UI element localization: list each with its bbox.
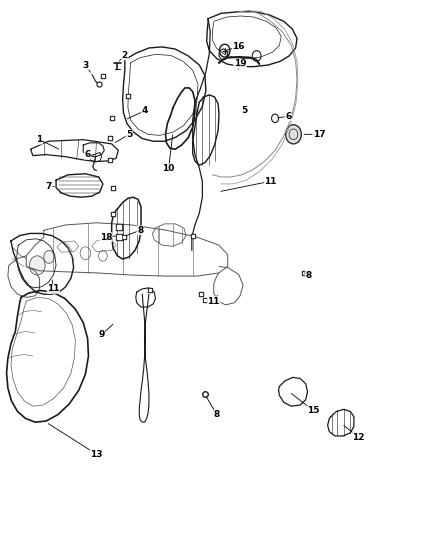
Text: 8: 8 <box>214 410 220 419</box>
Text: 10: 10 <box>162 164 175 173</box>
Text: 6: 6 <box>85 150 91 159</box>
Text: 11: 11 <box>47 285 60 293</box>
Text: 16: 16 <box>233 43 245 51</box>
Circle shape <box>219 49 228 60</box>
Text: 5: 5 <box>126 130 132 139</box>
Text: 12: 12 <box>352 433 364 441</box>
Text: 8: 8 <box>306 271 312 279</box>
Text: 1: 1 <box>36 135 42 144</box>
Text: 15: 15 <box>307 406 319 415</box>
Circle shape <box>286 125 301 144</box>
Text: 19: 19 <box>234 60 246 68</box>
Text: 3: 3 <box>82 61 88 69</box>
Text: 7: 7 <box>46 182 52 191</box>
Circle shape <box>44 251 54 263</box>
Text: 4: 4 <box>141 107 148 115</box>
Text: 18: 18 <box>100 233 112 241</box>
Text: 6: 6 <box>285 112 291 120</box>
Text: 9: 9 <box>99 330 105 339</box>
Circle shape <box>272 114 279 123</box>
Text: 2: 2 <box>122 51 128 60</box>
Circle shape <box>252 51 261 61</box>
Circle shape <box>29 256 45 275</box>
Text: 11: 11 <box>265 177 277 185</box>
Text: 5: 5 <box>241 107 247 115</box>
Text: 17: 17 <box>313 130 325 139</box>
Text: 8: 8 <box>137 226 143 235</box>
Text: 11: 11 <box>208 297 220 305</box>
Text: 13: 13 <box>90 450 102 458</box>
